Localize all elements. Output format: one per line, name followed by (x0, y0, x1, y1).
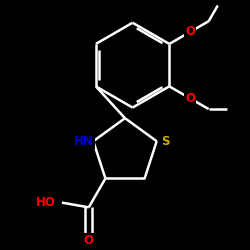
Text: HN: HN (74, 135, 94, 148)
Text: HO: HO (36, 196, 56, 209)
Text: S: S (162, 135, 170, 148)
Text: O: O (185, 25, 195, 38)
Text: O: O (84, 234, 94, 247)
Text: O: O (185, 92, 195, 105)
